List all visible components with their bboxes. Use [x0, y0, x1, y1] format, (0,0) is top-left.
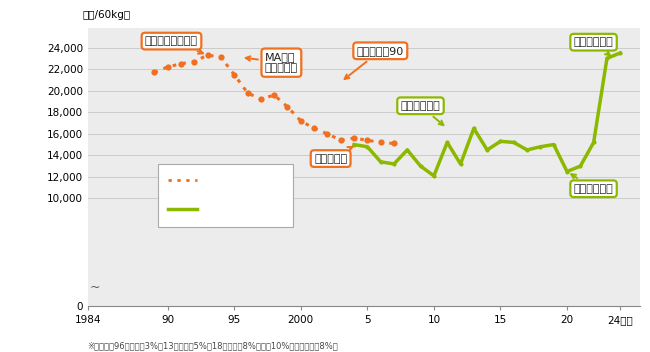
Text: 米の価格と出来事: 米の価格と出来事 [10, 144, 23, 208]
Text: （円/60kg）: （円/60kg） [82, 10, 131, 20]
Text: 食粮法改正: 食粮法改正 [314, 147, 352, 164]
Text: 平成５年の大冷害: 平成５年の大冷害 [145, 36, 203, 54]
Text: 価格形成センター
入札結果: 価格形成センター 入札結果 [205, 169, 255, 190]
Text: ※消費税は96年産まで3%、13年産まで5%、18年産まで8%、以降10%（軽減税率が8%）: ※消費税は96年産まで3%、13年産まで5%、18年産まで8%、以降10%（軽減… [88, 341, 339, 350]
Text: ~: ~ [90, 281, 100, 294]
Text: 令和の米騒動: 令和の米騒動 [574, 37, 614, 55]
FancyBboxPatch shape [158, 164, 293, 227]
Text: 新型コロナ祸: 新型コロナ祸 [571, 174, 614, 194]
Text: 東日本大震災: 東日本大震災 [400, 101, 443, 125]
Text: MA米の
輸入が決定: MA米の 輸入が決定 [246, 52, 298, 74]
Text: 相対取引価格: 相対取引価格 [205, 204, 242, 214]
Text: 冷夏で作況90: 冷夏で作況90 [344, 46, 404, 79]
